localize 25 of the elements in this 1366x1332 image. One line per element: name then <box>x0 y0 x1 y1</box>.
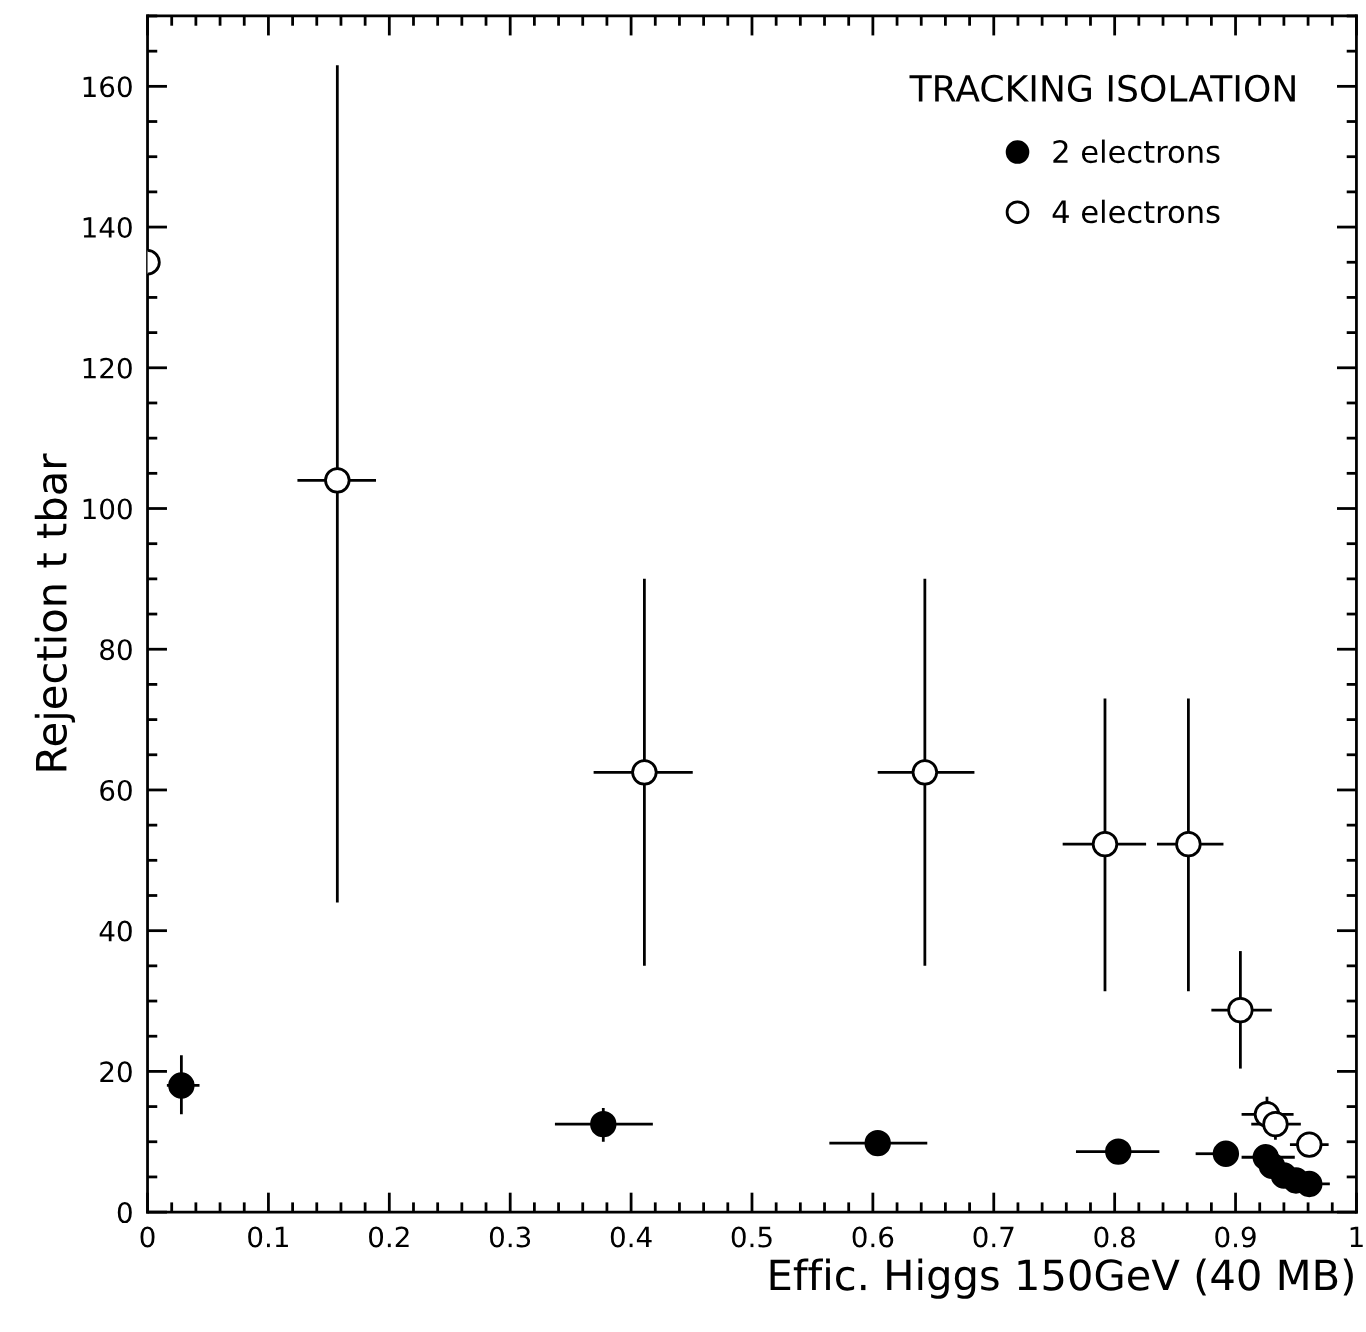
x-tick-label: 0 <box>140 1226 155 1248</box>
x-tick-label: 1 <box>1350 1226 1363 1248</box>
x-tick-label: 0.9 <box>1215 1226 1256 1248</box>
legend-label: 2 electrons <box>1053 139 1220 164</box>
y-tick-label: 80 <box>100 639 132 661</box>
x-tick-label: 0.3 <box>489 1226 531 1248</box>
x-tick-label: 0.5 <box>731 1226 772 1248</box>
legend-title: TRACKING ISOLATION <box>909 74 1295 102</box>
y-tick-label: 120 <box>83 357 132 379</box>
y-tick-label: 20 <box>100 1061 132 1083</box>
x-tick-label: 0.1 <box>248 1226 288 1248</box>
x-axis-title: Effic. Higgs 150GeV (40 MB) <box>770 1258 1353 1299</box>
x-tick-label: 0.8 <box>1094 1226 1135 1248</box>
legend-label: 4 electrons <box>1052 199 1220 224</box>
y-tick-label: 140 <box>83 217 132 239</box>
y-tick-label: 160 <box>83 76 132 98</box>
y-tick-label: 100 <box>83 498 132 520</box>
x-tick-label: 0.7 <box>973 1226 1014 1248</box>
y-tick-label: 0 <box>117 1202 132 1224</box>
y-tick-label: 40 <box>99 920 132 942</box>
x-tick-label: 0.4 <box>610 1226 652 1248</box>
y-axis-title: Rejection t tbar <box>34 453 76 771</box>
y-tick-label: 60 <box>100 779 132 801</box>
x-tick-label: 0.2 <box>369 1226 409 1248</box>
x-tick-label: 0.6 <box>852 1226 894 1248</box>
